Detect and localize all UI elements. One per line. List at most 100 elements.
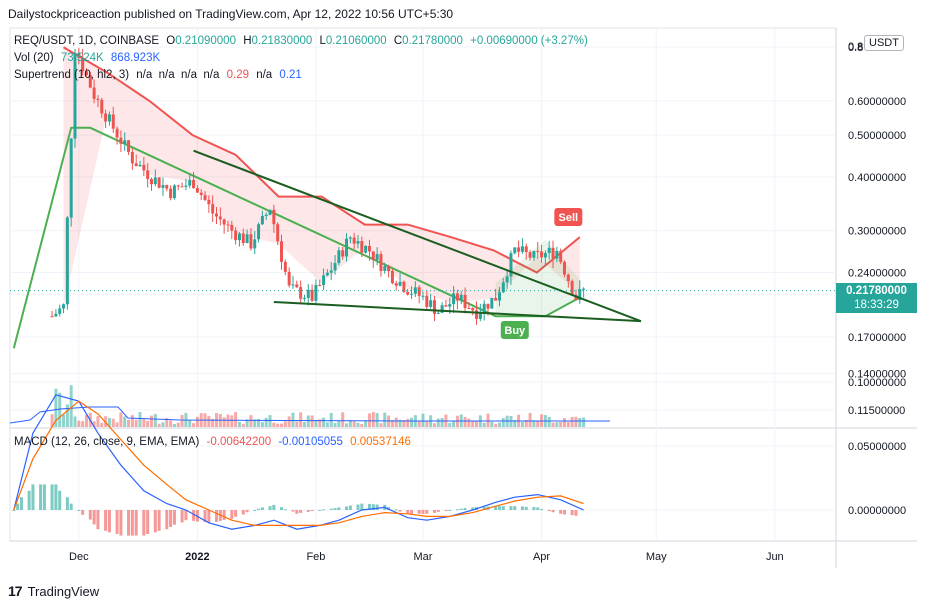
candle-body [310, 289, 314, 301]
volume-bar [322, 417, 326, 427]
candle-body [536, 250, 540, 252]
macd-histogram-bar [146, 510, 150, 534]
volume-bar [302, 422, 306, 427]
volume-bar [375, 413, 379, 427]
candle-body [165, 185, 169, 189]
candle-body [348, 237, 352, 239]
volume-bar [62, 414, 66, 427]
volume-bar [329, 412, 333, 427]
symbol-label[interactable]: REQ/USDT, 1D, COINBASE [14, 35, 160, 47]
candle-body [459, 294, 463, 301]
candle-body [517, 247, 521, 252]
macd-histogram-bar [283, 509, 287, 511]
candle-body [203, 195, 207, 200]
candle-body [398, 281, 402, 286]
volume-bar [272, 422, 276, 427]
volume-bar [547, 416, 551, 427]
volume-bar [528, 412, 532, 427]
candle-body [425, 295, 429, 307]
macd-line-value: -0.00105055 [278, 436, 343, 448]
volume-bar [92, 421, 96, 427]
supertrend-green-value: 0.21 [279, 69, 302, 81]
currency-badge[interactable]: USDT [864, 35, 904, 51]
last-price-tag: 0.21780000 18:33:29 [836, 283, 917, 313]
macd-histogram-bar [406, 510, 410, 514]
macd-histogram-bar [222, 510, 226, 520]
volume-bar [192, 423, 196, 427]
volume-bar [325, 422, 329, 427]
macd-histogram-bar [360, 503, 364, 510]
macd-histogram-bar [39, 484, 43, 510]
candle-body [257, 224, 261, 240]
candle-body [237, 233, 241, 241]
volume-bar [230, 415, 234, 427]
high-value: 0.21830000 [251, 35, 313, 47]
macd-histogram-bar [559, 510, 563, 514]
macd-histogram-bar [119, 510, 123, 536]
volume-bar [406, 419, 410, 427]
candle-body [410, 293, 414, 295]
volume-bar [440, 418, 444, 427]
macd-histogram-bar [54, 484, 58, 510]
macd-histogram-bar [184, 510, 188, 521]
macd-signal-line [13, 400, 584, 526]
macd-histogram-bar [31, 484, 35, 510]
volume-bar [123, 416, 127, 427]
macd-histogram-bar [268, 506, 272, 510]
volume-bar [84, 414, 88, 427]
candle-body [241, 233, 245, 244]
macd-histogram-bar [482, 506, 486, 510]
macd-histogram-bar [241, 510, 245, 515]
candle-body [283, 261, 287, 272]
macd-histogram-bar [459, 508, 463, 510]
volume-bar [501, 418, 505, 427]
macd-histogram-bar [494, 506, 498, 510]
volume-bar [467, 418, 471, 427]
macd-legend: MACD (12, 26, close, 9, EMA, EMA) -0.006… [14, 436, 415, 448]
candle-body [107, 114, 111, 122]
macd-histogram-bar [562, 510, 566, 515]
volume-bar [520, 421, 524, 427]
volume-bar [364, 420, 368, 427]
candle-body [486, 303, 490, 309]
volume-bar [490, 421, 494, 427]
volume-bar [555, 422, 559, 427]
macd-histogram-bar [234, 510, 238, 517]
candle-body [559, 250, 563, 262]
volume-bar [410, 417, 414, 427]
candle-body [50, 316, 54, 318]
supertrend-label[interactable]: Supertrend (10, hl2, 3) [14, 69, 130, 81]
volume-bar [536, 421, 540, 427]
volume-bar [432, 423, 436, 427]
macd-histogram-bar [540, 509, 544, 511]
macd-histogram-bar [42, 484, 46, 510]
volume-bar [111, 418, 115, 427]
volume-bar [551, 422, 555, 427]
y-tick-label: 0.11500000 [848, 405, 905, 417]
candle-body [295, 284, 299, 288]
candle-body [566, 274, 570, 282]
volume-bar [295, 421, 299, 427]
macd-histogram-bar [322, 509, 326, 511]
volume-label[interactable]: Vol (20) [14, 52, 54, 64]
candle-body [379, 254, 383, 271]
volume-bar [283, 421, 287, 427]
change-value: +0.00690000 (+3.27%) [470, 35, 588, 47]
candle-body [184, 185, 188, 187]
macd-histogram-bar [547, 510, 551, 511]
candle-body [356, 241, 360, 244]
candle-body [532, 250, 536, 258]
volume-bar [352, 421, 356, 427]
volume-bar [176, 422, 180, 427]
candle-body [249, 234, 253, 249]
candle-body [169, 188, 173, 199]
volume-bar [482, 422, 486, 427]
candle-body [299, 287, 303, 299]
candle-body [81, 57, 85, 72]
candle-body [54, 313, 58, 317]
macd-histogram-bar [444, 510, 448, 511]
macd-label[interactable]: MACD (12, 26, close, 9, EMA, EMA) [14, 436, 200, 448]
footer-brand[interactable]: 17 TradingView [8, 583, 99, 599]
macd-signal-value: 0.00537146 [350, 436, 411, 448]
